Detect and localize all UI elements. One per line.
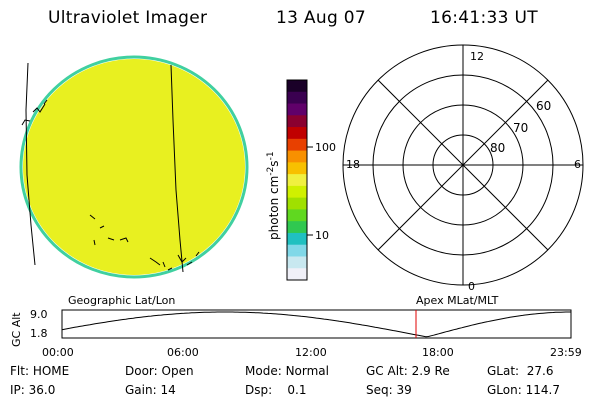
colorbar-tick-label-10: 10 xyxy=(315,229,329,242)
status-glon: GLon: 114.7 xyxy=(487,383,560,397)
status-glat: GLat: 27.6 xyxy=(487,364,554,378)
orbit-plot-frame xyxy=(61,309,572,339)
orbit-left-caption: Geographic Lat/Lon xyxy=(68,294,175,307)
lat-label-80: 80 xyxy=(490,141,505,155)
colorbar-band xyxy=(287,162,307,175)
mlt-label-6: 6 xyxy=(574,158,581,171)
status-flt: Flt: HOME xyxy=(10,364,70,378)
colorbar-band xyxy=(287,91,307,105)
colorbar-band xyxy=(287,115,307,128)
mlt-label-0: 0 xyxy=(468,280,475,293)
status-door: Door: Open xyxy=(125,364,194,378)
colorbar-band xyxy=(287,150,307,163)
orbit-xtick-2359: 23:59 xyxy=(550,346,582,359)
colorbar-band xyxy=(287,103,307,116)
orbit-xtick-1200: 12:00 xyxy=(295,346,327,359)
status-seq: Seq: 39 xyxy=(366,383,412,397)
instrument-title: Ultraviolet Imager xyxy=(48,8,208,28)
status-dsp: Dsp: 0.1 xyxy=(245,383,307,397)
orbit-ytick-9: 9.0 xyxy=(30,308,48,321)
colorbar-unit-label: photon cm-2s-1 xyxy=(266,151,281,240)
colorbar-band xyxy=(287,127,307,140)
mlt-label-18: 18 xyxy=(346,158,360,171)
mlt-label-12: 12 xyxy=(470,50,484,63)
status-ip: IP: 36.0 xyxy=(10,383,56,397)
orbit-xtick-0600: 06:00 xyxy=(167,346,199,359)
polar-grid xyxy=(342,44,584,286)
orbit-ylabel: GC Alt xyxy=(10,312,23,347)
status-gain: Gain: 14 xyxy=(125,383,176,397)
colorbar-band xyxy=(287,174,307,187)
colorbar-band xyxy=(287,197,307,210)
colorbar xyxy=(287,80,307,281)
status-gcalt: GC Alt: 2.9 Re xyxy=(366,364,450,378)
colorbar-band xyxy=(287,268,307,281)
colorbar-band xyxy=(287,138,307,152)
lat-label-60: 60 xyxy=(536,99,551,113)
colorbar-band xyxy=(287,185,307,199)
date-label: 13 Aug 07 xyxy=(276,8,366,28)
orbit-altitude-curve xyxy=(61,311,571,338)
coastline-marks xyxy=(21,99,200,271)
colorbar-band xyxy=(287,221,307,234)
image-boundary-line-left xyxy=(25,62,36,266)
image-boundary-line-right xyxy=(170,64,184,273)
orbit-right-caption: Apex MLat/MLT xyxy=(416,294,499,307)
colorbar-band xyxy=(287,244,307,257)
colorbar-band xyxy=(287,80,307,93)
status-mode: Mode: Normal xyxy=(245,364,329,378)
lat-label-70: 70 xyxy=(513,121,528,135)
earth-disk-edge xyxy=(19,55,249,279)
uv-image-panel xyxy=(19,55,249,279)
earth-disk-image xyxy=(23,59,245,275)
time-label: 16:41:33 UT xyxy=(430,8,538,28)
orbit-ytick-1_8: 1.8 xyxy=(30,327,48,340)
colorbar-band xyxy=(287,256,307,269)
orbit-xtick-0000: 00:00 xyxy=(42,346,74,359)
colorbar-band xyxy=(287,209,307,222)
colorbar-band xyxy=(287,232,307,246)
orbit-xtick-1800: 18:00 xyxy=(422,346,454,359)
colorbar-tick-label-100: 100 xyxy=(315,141,336,154)
colorbar-frame xyxy=(286,79,308,281)
